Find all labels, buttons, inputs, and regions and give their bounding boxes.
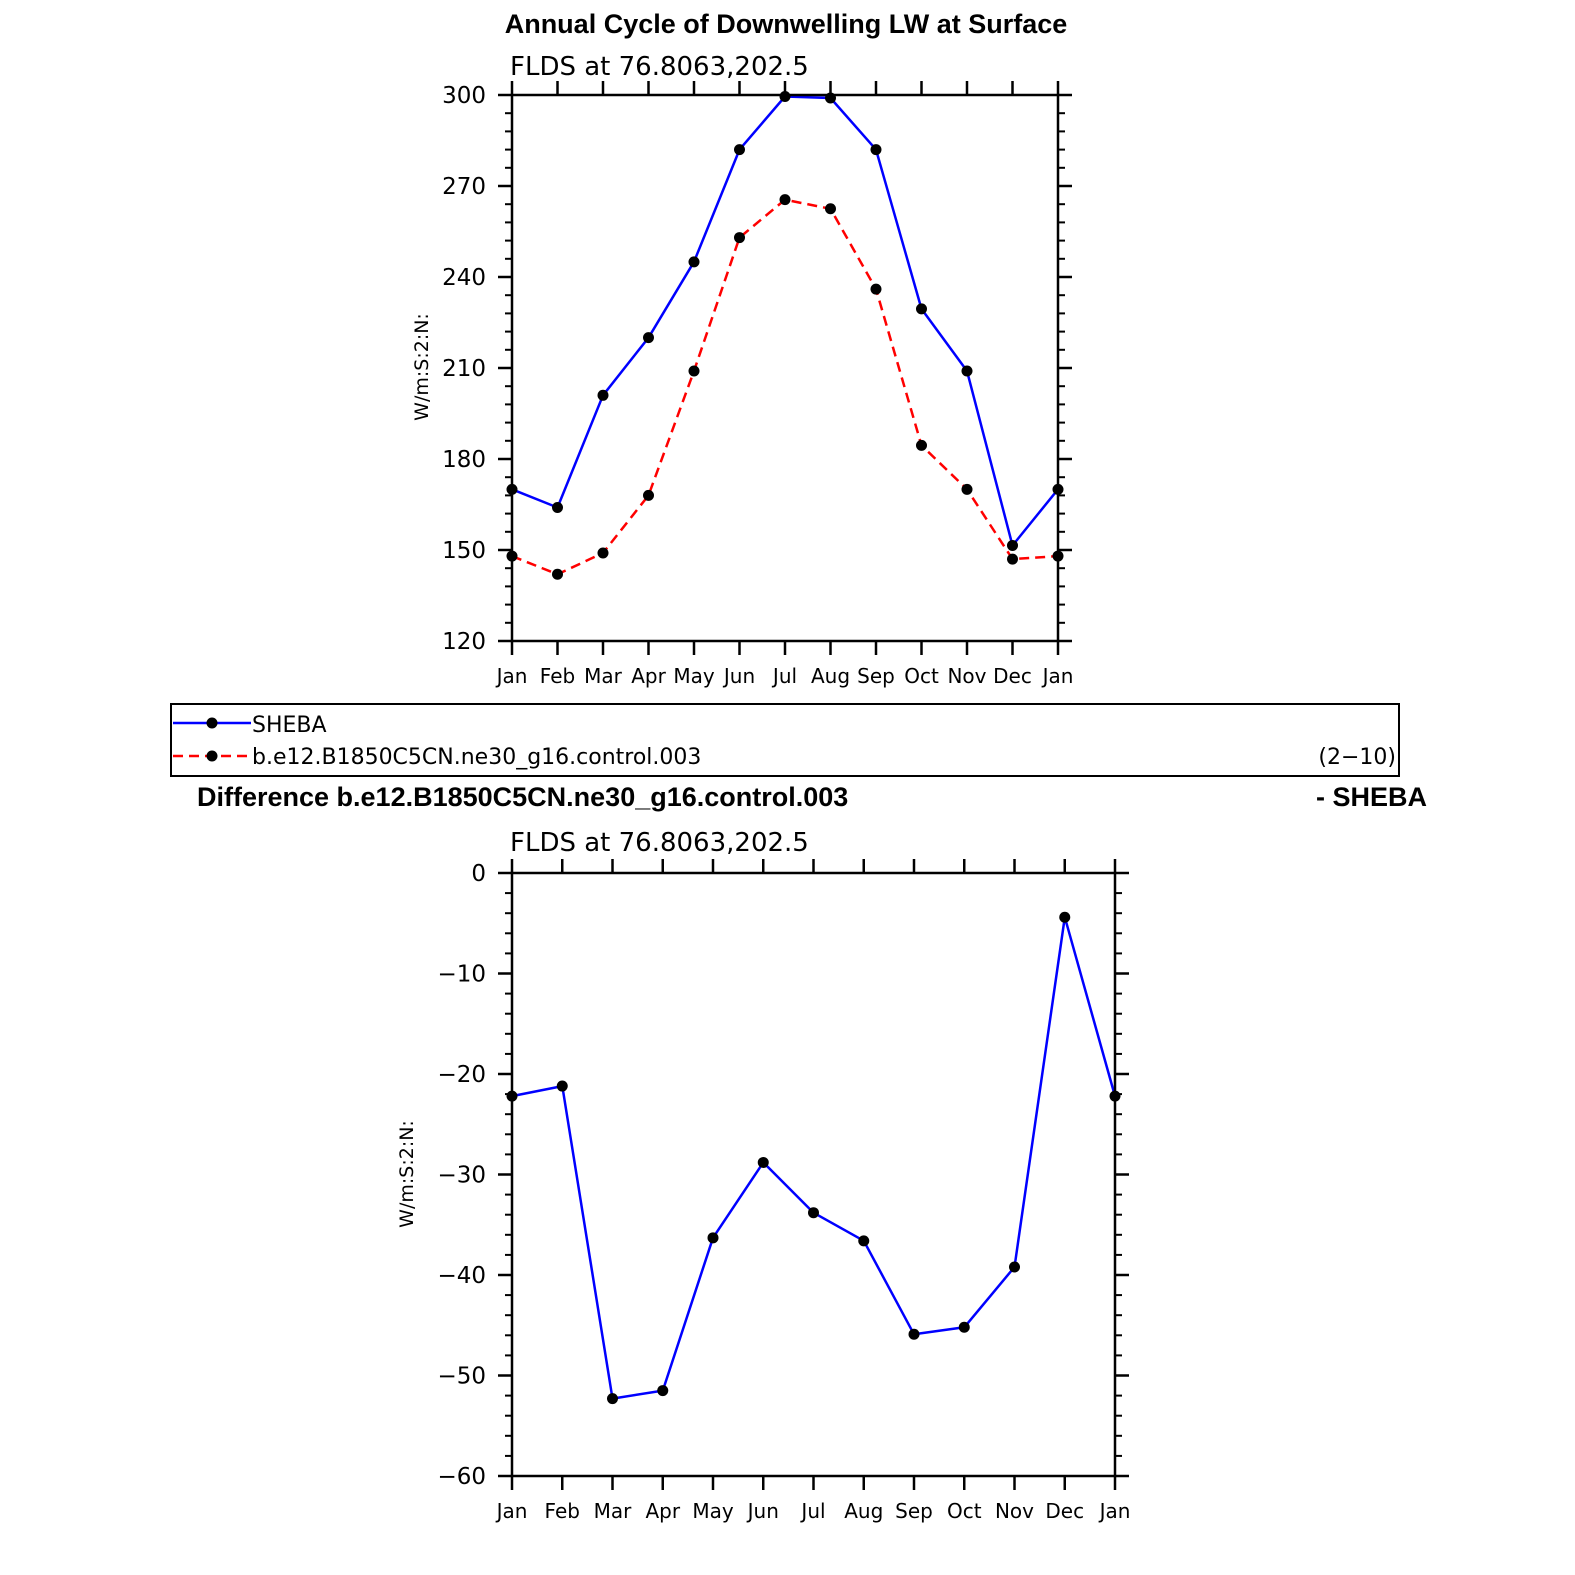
chart2-subtitle: FLDS at 76.8063,202.5 <box>510 828 809 858</box>
x-tick-label: Jun <box>722 664 755 688</box>
y-tick-label: −50 <box>437 1364 486 1390</box>
series-line-0 <box>511 915 1117 1400</box>
y-tick-label: 0 <box>471 861 486 887</box>
data-point <box>961 365 973 377</box>
data-point <box>961 483 973 495</box>
chart1-series <box>506 91 1064 580</box>
chart2-title: Difference b.e12.B1850C5CN.ne30_g16.cont… <box>197 782 848 812</box>
chart1-plot-frame <box>510 93 1060 643</box>
series-line-1 <box>511 198 1059 576</box>
data-point <box>825 203 836 215</box>
data-point <box>958 1321 970 1333</box>
data-point <box>657 1385 669 1397</box>
data-point <box>916 439 927 451</box>
x-tick-label: Apr <box>631 664 666 688</box>
data-point <box>643 332 654 344</box>
chart1-y-axis-label: W/m:S:2:N: <box>411 313 433 421</box>
legend-entry-sheba: SHEBA <box>173 713 327 738</box>
y-tick-label: −40 <box>437 1263 486 1289</box>
x-tick-label: May <box>692 1499 734 1523</box>
data-point <box>597 389 609 401</box>
data-point <box>707 1232 719 1244</box>
data-point <box>1059 911 1071 923</box>
chart1-subtitle: FLDS at 76.8063,202.5 <box>510 52 809 82</box>
data-point <box>870 283 882 295</box>
data-point <box>734 144 745 156</box>
chart1-legend: SHEBA b.e12.B1850C5CN.ne30_g16.control.0… <box>170 703 1400 777</box>
chart1-title: Annual Cycle of Downwelling LW at Surfac… <box>505 9 1068 39</box>
x-tick-label: Mar <box>594 1499 633 1523</box>
x-tick-label: Jul <box>799 1499 825 1523</box>
data-point <box>916 303 927 315</box>
data-point <box>607 1393 618 1405</box>
data-point <box>734 232 745 244</box>
difference-chart: Difference b.e12.B1850C5CN.ne30_g16.cont… <box>197 782 1427 1523</box>
data-point <box>1007 539 1018 551</box>
chart2-y-axis-label: W/m:S:2:N: <box>396 1120 418 1228</box>
y-tick-label: 120 <box>442 629 486 655</box>
x-tick-label: Jul <box>771 664 797 688</box>
x-tick-label: Feb <box>540 664 575 688</box>
legend-marker-model <box>206 750 218 762</box>
chart2-title-right: - SHEBA <box>1316 782 1427 812</box>
data-point <box>643 489 654 501</box>
x-tick-label: Oct <box>904 664 939 688</box>
data-point <box>757 1156 769 1168</box>
series-line-0 <box>511 95 1059 547</box>
x-tick-label: Nov <box>995 1499 1034 1523</box>
x-tick-label: Jan <box>1041 664 1074 688</box>
data-point <box>552 568 563 580</box>
x-tick-label: Apr <box>645 1499 680 1523</box>
legend-label-sheba: SHEBA <box>252 713 327 738</box>
x-tick-label: Jan <box>1098 1499 1131 1523</box>
data-point <box>1007 553 1018 565</box>
data-point <box>688 365 700 377</box>
y-tick-label: −10 <box>437 962 486 988</box>
y-tick-label: 240 <box>442 265 486 291</box>
x-tick-label: Feb <box>545 1499 580 1523</box>
legend-marker-sheba <box>206 717 218 729</box>
legend-entry-model: b.e12.B1850C5CN.ne30_g16.control.003 <box>173 745 701 770</box>
data-point <box>808 1207 819 1219</box>
data-point <box>688 256 700 268</box>
y-tick-label: −30 <box>437 1163 486 1189</box>
data-point <box>779 194 791 206</box>
data-point <box>908 1328 920 1340</box>
legend-label-model: b.e12.B1850C5CN.ne30_g16.control.003 <box>252 745 701 770</box>
legend-box <box>170 703 1400 777</box>
data-point <box>779 91 791 103</box>
chart1-ticks: 120 150 180 210 240 270 300 Jan Feb Mar Apr May Jun J… <box>442 81 1073 688</box>
x-tick-label: Aug <box>844 1499 883 1523</box>
y-tick-label: 270 <box>442 174 486 200</box>
data-point <box>556 1080 568 1092</box>
x-tick-label: Mar <box>584 664 623 688</box>
y-tick-label: 180 <box>442 447 486 473</box>
y-tick-label: −20 <box>437 1062 486 1088</box>
x-tick-label: May <box>673 664 715 688</box>
chart2-plot-frame <box>510 871 1117 1478</box>
y-tick-label: 210 <box>442 356 486 382</box>
data-point <box>1009 1261 1020 1273</box>
annual-cycle-chart: Annual Cycle of Downwelling LW at Surfac… <box>411 9 1073 688</box>
x-tick-label: Dec <box>993 664 1032 688</box>
x-tick-label: Jan <box>495 664 528 688</box>
x-tick-label: Sep <box>895 1499 933 1523</box>
x-tick-label: Sep <box>857 664 895 688</box>
y-tick-label: 300 <box>442 83 486 109</box>
x-tick-label: Oct <box>947 1499 982 1523</box>
data-point <box>870 144 882 156</box>
y-tick-label: 150 <box>442 538 486 564</box>
x-tick-label: Jan <box>495 1499 528 1523</box>
x-tick-label: Aug <box>811 664 850 688</box>
data-point <box>858 1235 870 1247</box>
chart2-series <box>506 911 1121 1405</box>
x-tick-label: Dec <box>1045 1499 1084 1523</box>
data-point <box>597 547 609 559</box>
legend-note: (2−10) <box>1318 745 1396 770</box>
y-tick-label: −60 <box>437 1464 486 1490</box>
x-tick-label: Nov <box>947 664 986 688</box>
x-tick-label: Jun <box>746 1499 779 1523</box>
data-point <box>552 502 563 514</box>
